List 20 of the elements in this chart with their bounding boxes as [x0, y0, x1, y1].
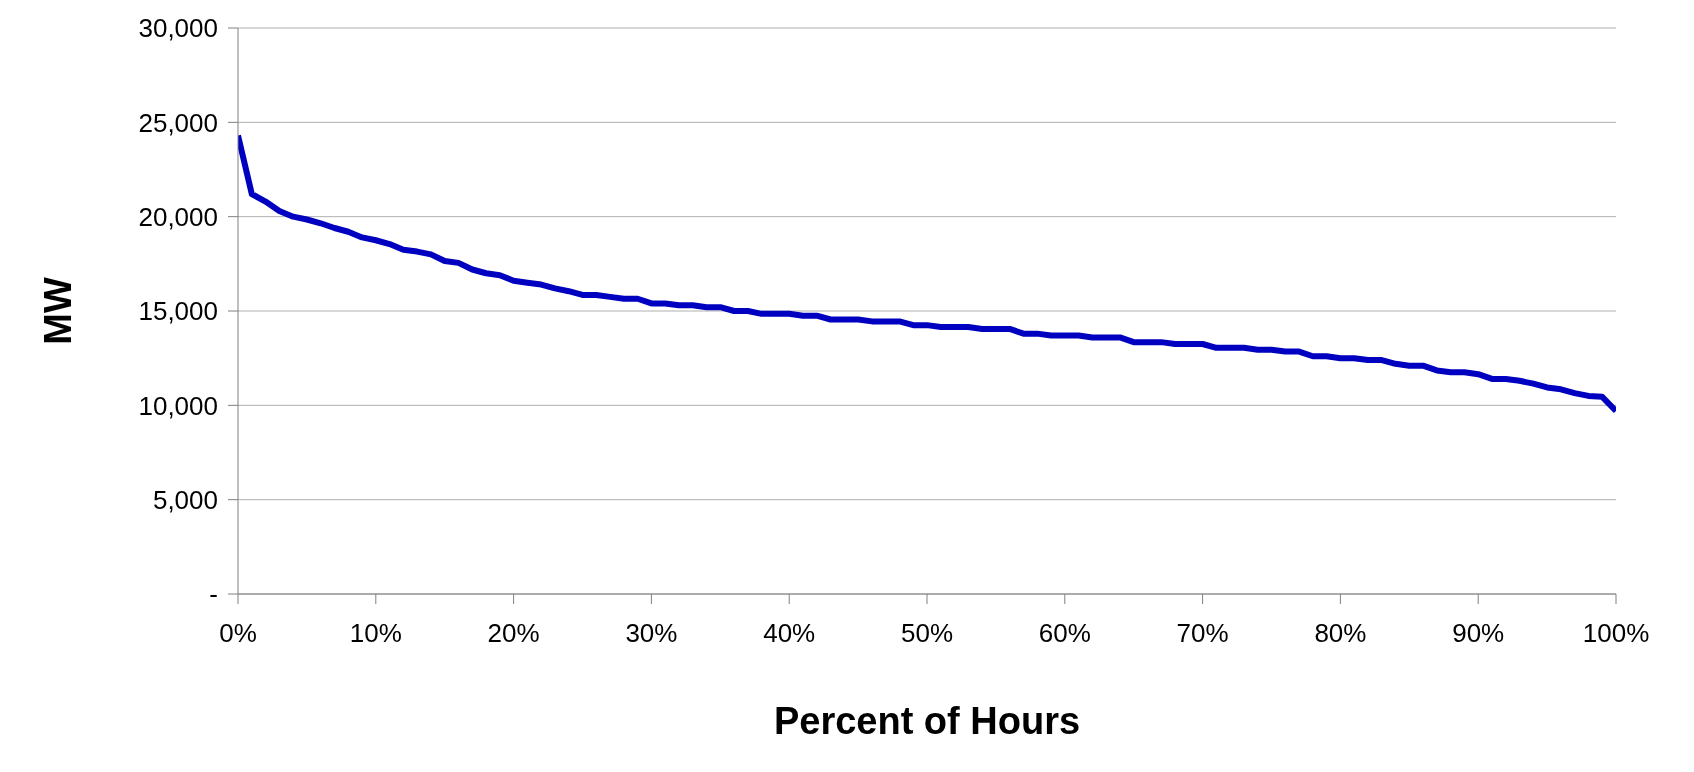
- x-tick-label: 100%: [1582, 618, 1650, 649]
- x-tick-label: 80%: [1314, 618, 1367, 649]
- y-tick-label: 30,000: [138, 13, 218, 44]
- x-tick-label: 50%: [900, 618, 954, 649]
- y-axis-title: MW: [37, 277, 80, 345]
- y-tick-label: 5,000: [152, 484, 218, 515]
- y-tick-label: 15,000: [138, 296, 218, 327]
- y-tick-label: 20,000: [138, 201, 218, 232]
- x-tick-label: 70%: [1176, 618, 1229, 649]
- y-tick-label: 25,000: [138, 107, 218, 138]
- y-tick-label: -: [209, 579, 218, 610]
- x-tick-label: 60%: [1038, 618, 1091, 649]
- y-tick-label: 10,000: [138, 390, 218, 421]
- x-tick-label: 90%: [1452, 618, 1505, 649]
- x-tick-label: 0%: [219, 618, 257, 649]
- x-tick-label: 10%: [349, 618, 402, 649]
- x-tick-label: 30%: [625, 618, 678, 649]
- x-axis-title: Percent of Hours: [773, 700, 1081, 742]
- x-tick-label: 20%: [487, 618, 540, 649]
- x-tick-label: 40%: [763, 618, 816, 649]
